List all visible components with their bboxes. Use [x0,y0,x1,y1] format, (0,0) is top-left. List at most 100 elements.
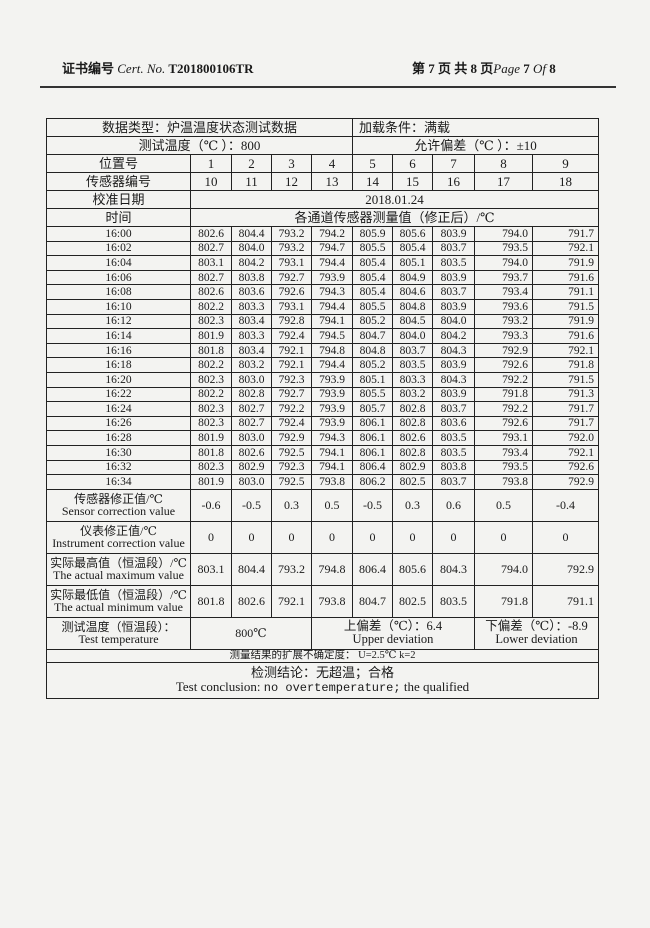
value-cell: 805.6 [392,226,433,242]
table-row: 16:22 802.2 802.8 792.7 793.9 805.5 803.2 803.9… [46,386,600,403]
time-cell: 16:26 [46,415,191,432]
uncertainty: 测量结果的扩展不确定度： U=2.5℃ k=2 [45,648,600,663]
time-label: 时间 [46,208,191,227]
summary-value: 792.1 [271,584,312,618]
value-cell: 803.9 [432,298,475,315]
value-cell: 803.5 [432,444,475,461]
summary-value: 0 [271,520,312,554]
value-cell: 802.7 [190,240,232,257]
value-cell: 802.6 [190,284,232,300]
value-cell: 801.8 [190,342,232,359]
value-cell: 804.5 [392,313,433,330]
value-cell: 793.2 [271,226,312,242]
summary-value: 801.8 [190,584,232,618]
time-cell: 16:18 [46,357,191,373]
calib-date-label: 校准日期 [46,190,191,209]
label-en: Instrument correction value [52,536,185,551]
value-cell: 793.9 [311,371,353,388]
value-cell: 802.8 [392,401,433,417]
time-cell: 16:22 [46,386,191,403]
value-cell: 793.9 [311,415,353,432]
value-cell: 792.4 [271,415,312,432]
value-cell: 794.1 [311,444,353,461]
value-cell: 793.7 [474,269,533,286]
time-cell: 16:06 [46,269,191,286]
page-current: 7 [523,61,530,76]
header-divider [40,86,616,88]
summary-value: 792.9 [531,552,600,586]
summary-value: 0 [392,520,433,554]
lower-deviation: 下偏差（℃）：-8.9 Lower deviation [473,616,600,650]
value-cell: 792.1 [271,357,312,373]
summary-value: 793.2 [271,552,312,586]
value-cell: 792.3 [271,371,312,388]
value-cell: 794.4 [311,255,353,271]
value-cell: 803.7 [432,401,475,417]
value-cell: 791.3 [531,386,600,403]
value-cell: 803.3 [392,371,433,388]
value-cell: 791.8 [531,357,600,373]
value-cell: 805.5 [352,386,393,403]
conclusion: 检测结论：无超温；合格 Test conclusion: no overtemp… [45,661,600,699]
value-cell: 802.9 [231,459,272,476]
value-cell: 802.7 [231,401,272,417]
value-cell: 803.9 [432,357,475,373]
label-cn: 实际最高值（恒温段）/℃ [50,555,187,570]
page-total: 8 [470,61,478,76]
value-cell: 802.8 [231,386,272,403]
value-cell: 805.2 [352,357,393,373]
value-cell: 803.9 [432,386,475,403]
value-cell: 793.4 [474,444,533,461]
value-cell: 792.3 [271,459,312,476]
value-cell: 803.0 [231,430,272,446]
value-cell: 804.4 [231,226,272,242]
table-row: 16:30 801.8 802.6 792.5 794.1 806.1 802.8 803.5… [46,444,600,461]
value-cell: 794.2 [311,226,353,242]
summary-value: 802.6 [231,584,272,618]
value-cell: 792.6 [474,415,533,432]
value-cell: 792.4 [271,328,312,344]
sensor-6: 15 [392,172,433,191]
value-cell: 792.9 [474,342,533,359]
summary-label: 传感器修正值/℃ Sensor correction value [46,488,191,522]
time-cell: 16:04 [46,255,191,271]
value-cell: 793.6 [474,298,533,315]
value-cell: 803.6 [432,415,475,432]
value-cell: 801.9 [190,328,232,344]
value-cell: 803.5 [432,255,475,271]
value-cell: 803.8 [231,269,272,286]
position-1: 1 [190,154,232,173]
cert-label-en: Cert. No. [117,61,166,76]
value-cell: 803.6 [231,284,272,300]
conclusion-en-1: Test conclusion: [175,678,261,694]
of-label: Of [533,61,547,76]
test-temp-label: 测试温度（恒温段）： Test temperature [46,616,191,650]
value-cell: 802.3 [190,401,232,417]
value-cell: 805.4 [352,255,393,271]
time-cell: 16:10 [46,298,191,315]
summary-value: -0.6 [190,488,232,522]
furnace-temperature-table: 数据类型：炉温温度状态测试数据 加载条件：满载 测试温度（℃ ）：800 允许偏… [45,118,600,699]
table-row: 16:12 802.3 803.4 792.8 794.1 805.2 804.5 804.0… [46,313,600,330]
value-cell: 805.1 [392,255,433,271]
value-cell: 794.4 [311,357,353,373]
value-cell: 793.9 [311,401,353,417]
summary-value: 803.5 [432,584,475,618]
label-cn: 测试温度（恒温段）： [61,619,176,634]
position-6: 6 [392,154,433,173]
summary-value: 0 [531,520,600,554]
value-cell: 805.1 [352,371,393,388]
label-en: Test temperature [78,632,159,647]
value-cell: 805.5 [352,240,393,257]
cert-number: 证书编号 Cert. No. T201800106TR [62,58,254,77]
label-en: The actual maximum value [53,568,184,583]
value-cell: 792.2 [474,401,533,417]
value-cell: 794.7 [311,240,353,257]
value-cell: 804.7 [352,328,393,344]
upper-deviation: 上偏差（℃）：6.4 Upper deviation [311,616,475,650]
table-row: 16:00 802.6 804.4 793.2 794.2 805.9 805.6 803.9… [46,226,600,242]
value-cell: 791.9 [531,255,600,271]
summary-value: 0 [311,520,353,554]
time-cell: 16:20 [46,371,191,388]
value-cell: 803.5 [432,430,475,446]
